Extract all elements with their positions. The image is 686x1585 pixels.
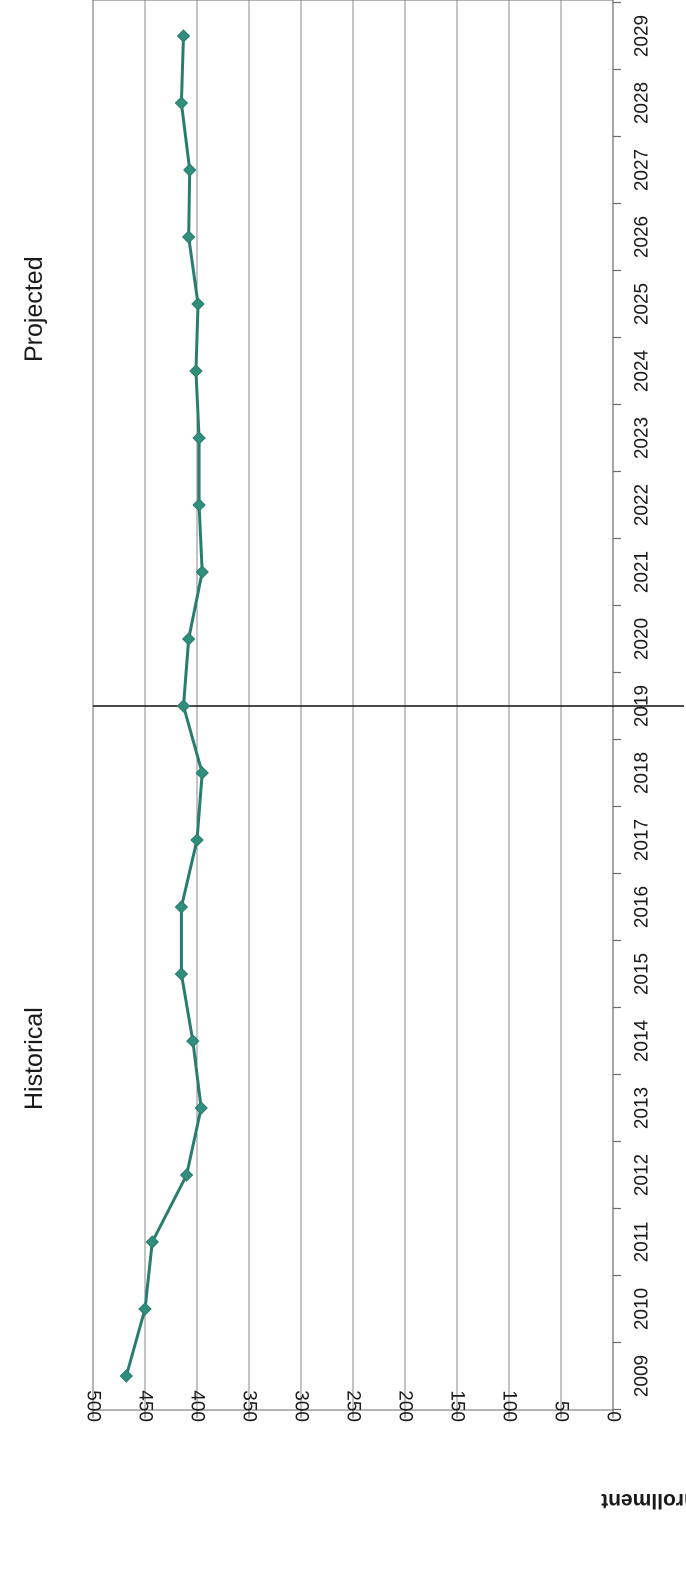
series-markers [119,29,209,1383]
marker-2024 [189,364,203,378]
category-label-2025: 2025 [632,283,653,325]
marker-2029 [176,29,191,43]
category-label-2014: 2014 [632,1019,653,1062]
value-tick-label: 200 [395,1390,416,1422]
gridlines [92,0,614,1418]
category-label-2021: 2021 [632,551,653,593]
marker-2016 [174,900,189,914]
value-tick-label: 50 [551,1401,572,1422]
category-label-2009: 2009 [632,1355,653,1397]
category-label-2029: 2029 [632,15,653,57]
marker-2026 [181,230,196,244]
marker-2017 [190,833,204,847]
value-tick-label: 250 [343,1390,364,1422]
value-tick-label: 100 [499,1390,520,1422]
marker-2011 [145,1235,159,1249]
category-label-2020: 2020 [632,618,653,660]
value-tick-label: 350 [239,1390,260,1422]
value-tick-labels: 0 50 100 150 200 250 300 350 400 450 500 [83,1390,624,1422]
marker-2019 [176,699,191,713]
category-label-2028: 2028 [632,82,653,124]
annotation-projected: Projected [20,256,48,362]
marker-2028 [174,96,189,110]
category-label-2010: 2010 [632,1288,653,1330]
marker-2013 [194,1101,208,1115]
marker-2027 [183,163,197,177]
value-tick-label: 300 [291,1390,312,1422]
category-label-2011: 2011 [632,1222,653,1263]
marker-2020 [181,632,196,646]
category-label-2022: 2022 [632,484,653,526]
value-tick-label: 0 [603,1411,624,1422]
category-tick-labels: 2009 2010 2011 2012 2013 2014 2015 2016 2017 2018… [632,15,653,1397]
category-ticks [613,1,621,1411]
value-tick-label: 500 [83,1390,104,1422]
category-label-2026: 2026 [632,216,653,258]
category-label-2018: 2018 [632,752,653,794]
category-label-2017: 2017 [632,819,653,861]
category-label-2024: 2024 [632,349,653,392]
marker-2015 [174,967,189,981]
marker-2022 [192,498,206,512]
value-tick-label: 450 [135,1390,156,1422]
category-label-2015: 2015 [632,953,653,995]
marker-2010 [138,1302,152,1316]
value-tick-label: 150 [447,1390,468,1422]
category-label-2027: 2027 [632,149,653,191]
value-tick-label: 400 [187,1390,208,1422]
category-label-2012: 2012 [632,1154,653,1196]
y-axis-label: Enrollment [601,1489,686,1512]
annotation-historical: Historical [20,1007,48,1110]
marker-2012 [179,1168,194,1182]
marker-2009 [119,1369,133,1383]
marker-2025 [191,297,205,311]
category-label-2013: 2013 [632,1087,653,1129]
marker-2023 [192,431,206,445]
marker-2018 [195,766,209,780]
category-label-2023: 2023 [632,417,653,459]
marker-2014 [186,1034,200,1048]
category-label-2016: 2016 [632,886,653,928]
marker-2021 [195,565,209,579]
